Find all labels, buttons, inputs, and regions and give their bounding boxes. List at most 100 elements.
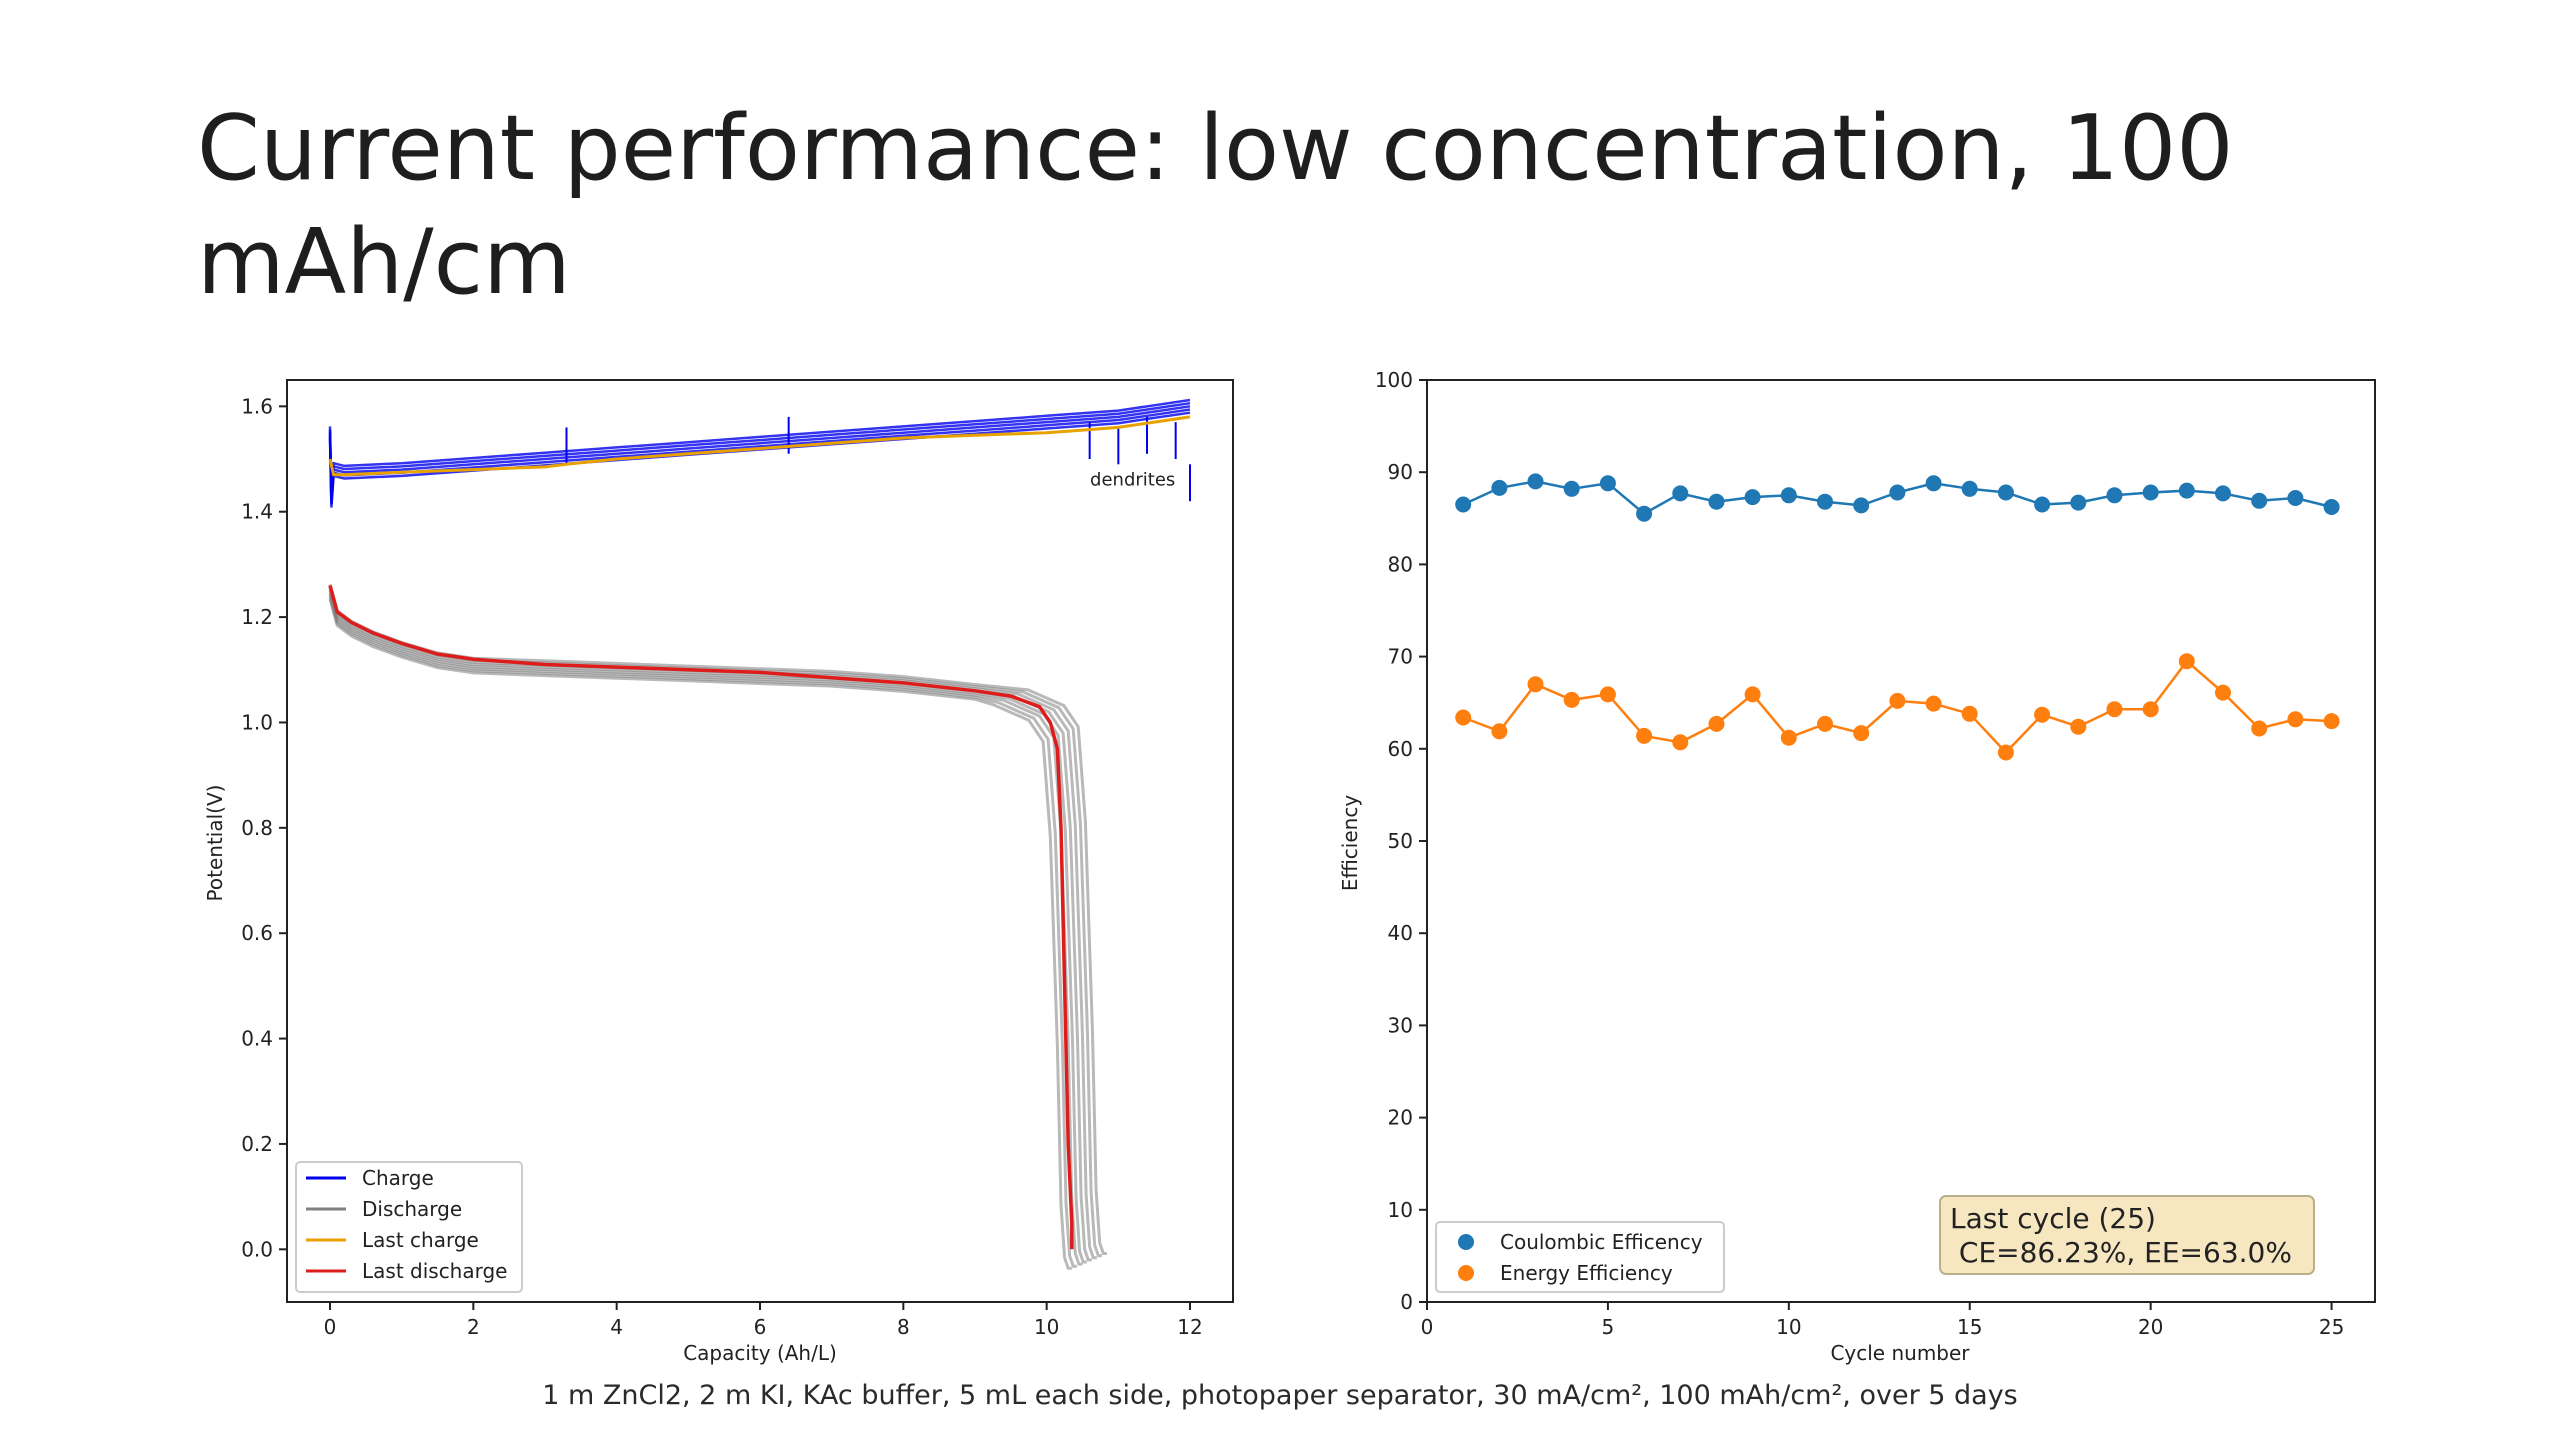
last-cycle-annotation-box [1939, 1195, 2315, 1275]
last-discharge-line [328, 585, 1074, 1250]
y-tick-label: 1.4 [241, 500, 273, 524]
x-tick-label: 15 [1957, 1315, 1982, 1339]
ee-data-point [2178, 653, 2195, 670]
ce-data-point [1780, 487, 1797, 504]
legend-ee-marker [1458, 1265, 1474, 1281]
charge-cycle-line [328, 398, 1191, 495]
right-x-axis-label: Cycle number [1830, 1341, 1970, 1365]
x-tick-label: 8 [897, 1315, 910, 1339]
ce-data-point [2106, 487, 2123, 504]
legend-last-discharge-label: Last discharge [362, 1259, 508, 1283]
right-plot-frame [1426, 379, 2376, 1303]
ee-data-point [1997, 744, 2014, 761]
right-data-series [1455, 473, 2340, 761]
discharge-cycle-line [328, 598, 1072, 1270]
y-tick-label: 1.2 [241, 605, 273, 629]
ee-data-point [1563, 691, 1580, 708]
y-tick-label: 0.6 [241, 921, 273, 945]
discharge-cycle-line [328, 594, 1083, 1266]
x-tick-label: 4 [610, 1315, 623, 1339]
ee-data-point [2287, 711, 2304, 728]
ce-data-point [1961, 480, 1978, 497]
ee-data-point [2215, 684, 2231, 701]
ce-data-point [1636, 505, 1653, 522]
right-chart: 0 5 10 15 20 25 0 10 20 30 40 50 60 70 80 90 100 Cycle n… [1338, 368, 2376, 1365]
ee-data-point [1780, 729, 1797, 746]
y-tick-label: 100 [1375, 368, 1413, 392]
ce-data-point [2323, 499, 2340, 515]
ee-data-point [1672, 734, 1689, 751]
x-tick-label: 0 [1421, 1315, 1434, 1339]
right-axis-ticks: 0 5 10 15 20 25 0 10 20 30 40 50 60 70 80 90 100 [1375, 368, 2344, 1339]
ee-data-point [2323, 713, 2340, 730]
x-tick-label: 25 [2319, 1315, 2344, 1339]
ce-data-point [1527, 473, 1544, 490]
ce-data-point [1853, 497, 1870, 514]
legend-ce-marker [1458, 1234, 1474, 1250]
last-cycle-annotation-line2: CE=86.23%, EE=63.0% [1950, 1236, 2292, 1269]
ce-data-point [1889, 484, 1906, 501]
charge-cycle-line [328, 401, 1191, 499]
left-annotation-dendrites: dendrites [1090, 469, 1175, 490]
ce-data-point [2178, 482, 2195, 499]
x-tick-label: 6 [754, 1315, 767, 1339]
left-y-axis-label: Potential(V) [203, 785, 227, 902]
ee-data-point [1925, 695, 1942, 712]
x-tick-label: 2 [467, 1315, 480, 1339]
y-tick-label: 90 [1388, 460, 1413, 484]
slide-title: Current performance: low concentration, … [197, 96, 2234, 315]
ce-data-point [1708, 493, 1725, 510]
discharge-cycle-line [328, 596, 1077, 1268]
ce-data-point [2287, 490, 2304, 506]
ee-data-point [1636, 727, 1653, 744]
ce-data-point [2034, 496, 2051, 513]
right-legend-box [1435, 1221, 1725, 1293]
discharge-cycle-line [328, 588, 1097, 1260]
y-tick-label: 1.6 [241, 394, 273, 418]
x-tick-label: 10 [1034, 1315, 1059, 1339]
ce-data-point [1997, 484, 2014, 501]
ce-data-point [2215, 485, 2231, 502]
ee-data-point [1527, 676, 1544, 693]
y-tick-label: 0.8 [241, 816, 273, 840]
last-charge-line [328, 415, 1191, 477]
ce-data-point [1455, 496, 1472, 513]
left-legend: Charge Discharge Last charge Last discha… [295, 1161, 523, 1293]
left-x-axis-label: Capacity (Ah/L) [683, 1341, 837, 1365]
ee-data-point [1961, 705, 1978, 722]
slide-caption: 1 m ZnCl2, 2 m KI, KAc buffer, 5 mL each… [542, 1380, 2018, 1411]
right-legend: Coulombic Efficency Energy Efficiency [1435, 1221, 1725, 1293]
y-tick-label: 40 [1388, 921, 1413, 945]
y-tick-label: 20 [1388, 1106, 1413, 1130]
right-y-axis-label: Efficiency [1338, 795, 1362, 892]
ee-data-point [2106, 701, 2123, 718]
last-cycle-annotation: Last cycle (25) CE=86.23%, EE=63.0% [1939, 1195, 2315, 1275]
ee-data-point [2251, 720, 2268, 737]
ce-data-point [1925, 475, 1942, 492]
ee-data-point [1889, 692, 1906, 709]
y-tick-label: 1.0 [241, 710, 273, 734]
ce-data-point [2251, 492, 2268, 509]
ce-data-point [2070, 494, 2087, 511]
ee-data-point [1853, 725, 1870, 742]
x-tick-label: 20 [2138, 1315, 2163, 1339]
ee-data-point [1491, 723, 1508, 740]
x-tick-label: 5 [1602, 1315, 1615, 1339]
y-tick-label: 0.2 [241, 1132, 273, 1156]
charge-cycle-line [328, 405, 1191, 502]
y-tick-label: 30 [1388, 1013, 1413, 1037]
ce-data-point [1491, 479, 1508, 496]
last-cycle-annotation-line1: Last cycle (25) [1950, 1202, 2156, 1235]
x-tick-label: 0 [324, 1315, 337, 1339]
legend-discharge-label: Discharge [362, 1197, 462, 1221]
y-tick-label: 0.4 [241, 1027, 273, 1051]
ee-data-point [2070, 718, 2087, 735]
legend-ce-label: Coulombic Efficency [1500, 1230, 1703, 1254]
ee-data-point [1744, 686, 1761, 703]
ee-data-point [2034, 706, 2051, 723]
ee-data-point [1455, 709, 1472, 726]
ce-data-point [2142, 484, 2159, 501]
y-tick-label: 80 [1388, 552, 1413, 576]
ee-data-point [1599, 686, 1616, 703]
